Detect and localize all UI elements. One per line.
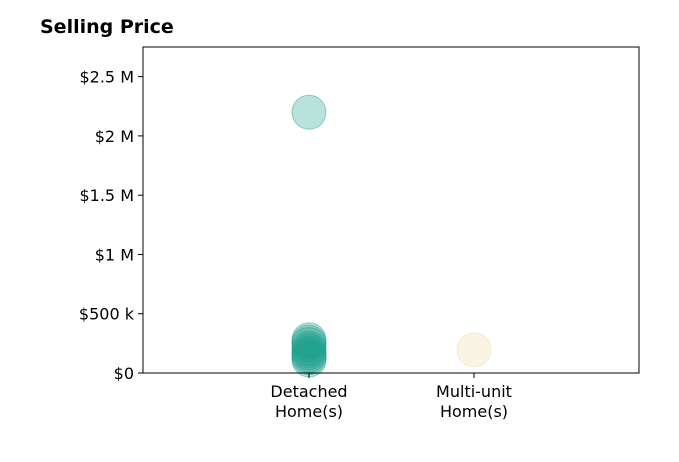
x-tick-label: Detached Home(s) bbox=[270, 382, 347, 421]
x-tick-label: Multi-unit Home(s) bbox=[436, 382, 512, 421]
y-tick-label: $2 M bbox=[95, 127, 134, 146]
data-point bbox=[291, 342, 327, 378]
data-point bbox=[291, 337, 327, 373]
data-point bbox=[291, 322, 327, 358]
x-axis: Detached Home(s) Multi-unit Home(s) bbox=[270, 373, 512, 421]
data-point bbox=[291, 332, 327, 368]
y-tick-label: $1 M bbox=[95, 245, 134, 264]
y-tick-label: $0 bbox=[114, 364, 134, 383]
points-layer bbox=[291, 94, 492, 378]
y-tick-label: $1.5 M bbox=[79, 186, 134, 205]
plot-area-frame bbox=[142, 46, 640, 374]
y-tick-label: $500 k bbox=[79, 305, 135, 324]
y-tick-label: $2.5 M bbox=[79, 68, 134, 87]
y-axis: $0 $500 k $1 M $1.5 M $2 M $2.5 M bbox=[79, 68, 143, 383]
data-point bbox=[291, 324, 327, 360]
data-point bbox=[291, 335, 327, 371]
data-point bbox=[456, 332, 492, 368]
data-point bbox=[291, 94, 327, 130]
data-point bbox=[291, 330, 327, 366]
data-point bbox=[291, 327, 327, 363]
chart-title: Selling Price bbox=[40, 16, 174, 38]
